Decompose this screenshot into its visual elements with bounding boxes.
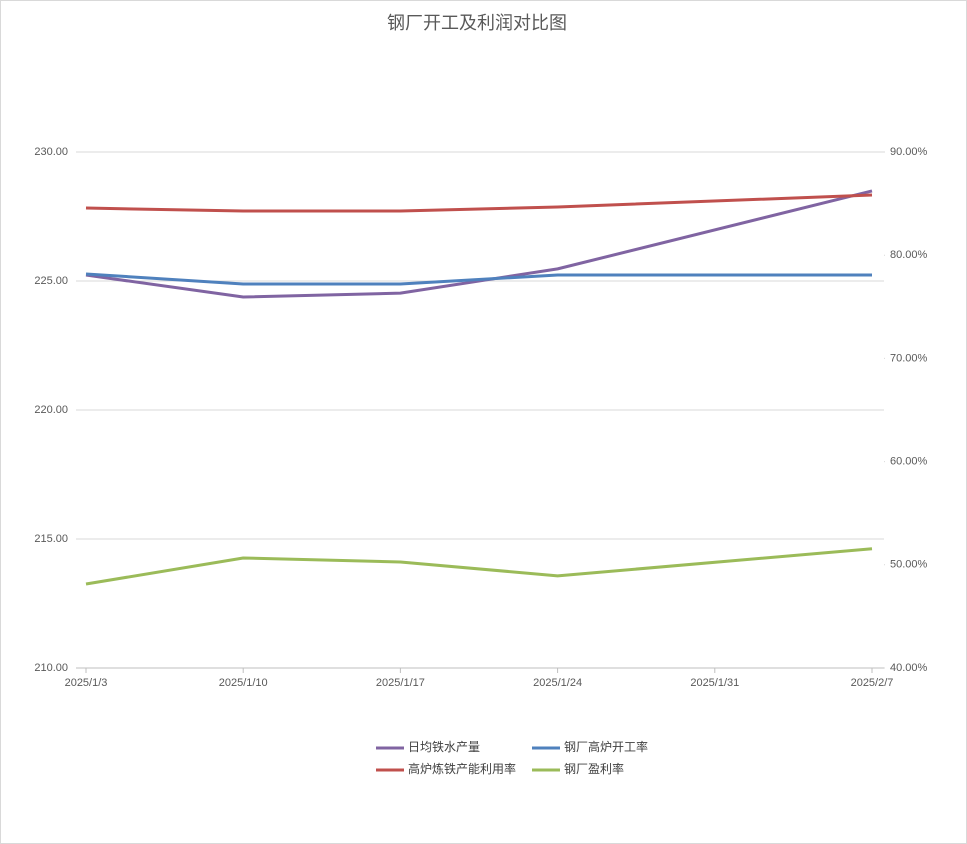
series-line <box>85 189 873 299</box>
y-tick-label: 220.00 <box>34 404 68 416</box>
chart-title: 钢厂开工及利润对比图 <box>387 13 567 33</box>
y-tick-label: 225.00 <box>34 275 68 287</box>
x-tick-label: 2025/1/10 <box>219 677 268 689</box>
y2-tick-label: 40.00% <box>890 662 928 674</box>
x-tick-label: 2025/1/24 <box>533 677 582 689</box>
y2-tick-label: 70.00% <box>890 352 928 364</box>
y2-tick-label: 90.00% <box>890 146 928 158</box>
x-tick-label: 2025/1/17 <box>376 677 425 689</box>
y2-tick-label: 60.00% <box>890 456 928 468</box>
y-tick-label: 210.00 <box>34 662 68 674</box>
series-line <box>85 193 873 213</box>
legend-label: 高炉炼铁产能利用率 <box>408 761 516 776</box>
y-tick-label: 215.00 <box>34 533 68 545</box>
x-tick-label: 2025/1/3 <box>65 677 108 689</box>
y2-tick-label: 50.00% <box>890 559 928 571</box>
x-tick-label: 2025/2/7 <box>851 677 894 689</box>
legend-label: 日均铁水产量 <box>408 740 480 754</box>
series-line <box>85 272 872 286</box>
legend-label: 钢厂盈利率 <box>564 761 624 776</box>
x-tick-label: 2025/1/31 <box>690 677 739 689</box>
series-line <box>85 547 873 586</box>
y2-tick-label: 80.00% <box>890 249 928 261</box>
legend-label: 钢厂高炉开工率 <box>564 739 648 754</box>
y-tick-label: 230.00 <box>34 146 68 158</box>
